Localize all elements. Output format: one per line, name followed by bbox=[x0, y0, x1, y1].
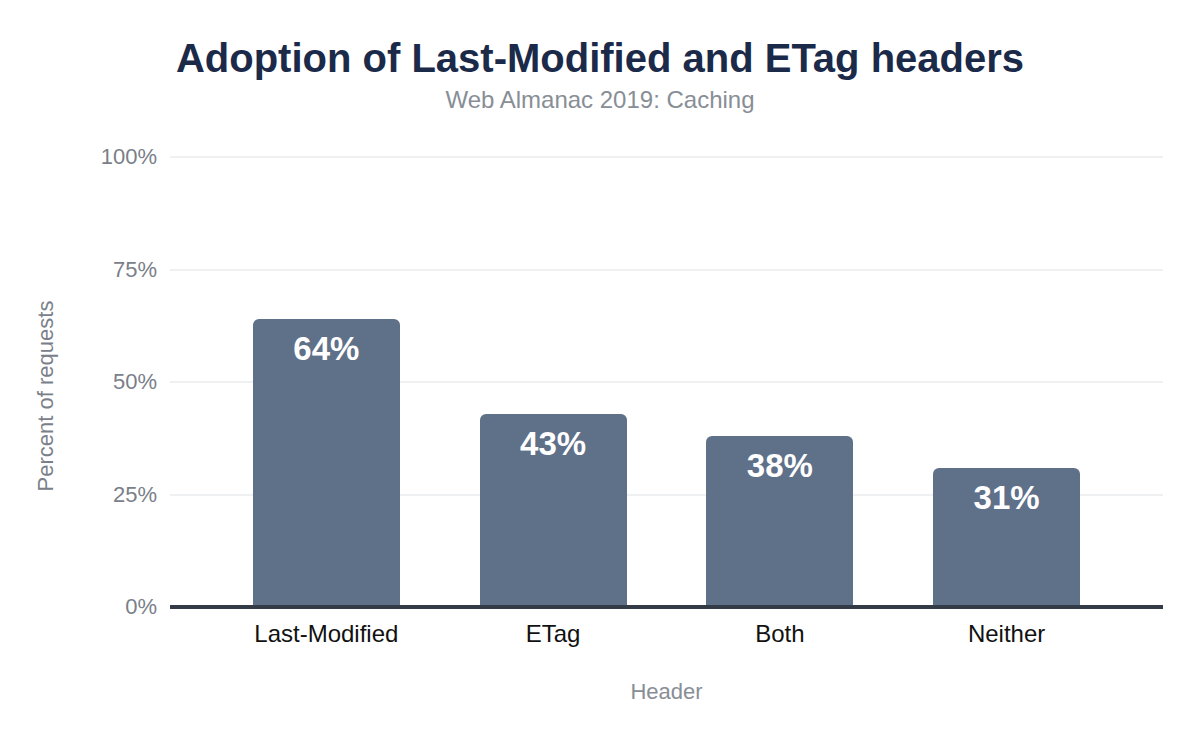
bar-value-label: 38% bbox=[747, 447, 813, 485]
x-category-label: Both bbox=[667, 622, 894, 646]
bar-column: 38% bbox=[667, 157, 894, 607]
bar-value-label: 64% bbox=[293, 330, 359, 368]
bar-neither[interactable]: 31% bbox=[933, 468, 1080, 608]
y-axis-title: Percent of requests bbox=[33, 301, 59, 492]
chart-title: Adoption of Last-Modified and ETag heade… bbox=[0, 34, 1200, 82]
x-axis-categories: Last-ModifiedETagBothNeither bbox=[213, 622, 1120, 646]
bar-value-label: 43% bbox=[520, 425, 586, 463]
bar-column: 31% bbox=[893, 157, 1120, 607]
plot-area: 0%25%50%75%100% 64%43%38%31% Last-Modifi… bbox=[170, 157, 1163, 607]
x-category-label: ETag bbox=[440, 622, 667, 646]
bar-last-modified[interactable]: 64% bbox=[253, 319, 400, 607]
y-tick-label: 50% bbox=[113, 371, 157, 393]
x-category-label: Last-Modified bbox=[213, 622, 440, 646]
y-tick-label: 25% bbox=[113, 484, 157, 506]
y-tick-label: 75% bbox=[113, 259, 157, 281]
bars: 64% 43% 38% 31% bbox=[213, 157, 1120, 607]
figure: Adoption of Last-Modified and ETag heade… bbox=[0, 0, 1200, 742]
y-tick-label: 100% bbox=[101, 146, 157, 168]
bar-column: 64% bbox=[213, 157, 440, 607]
bar-etag[interactable]: 43% bbox=[480, 414, 627, 608]
x-axis-baseline bbox=[170, 605, 1163, 609]
x-axis-title: Header bbox=[170, 681, 1163, 703]
bar-column: 43% bbox=[440, 157, 667, 607]
x-category-label: Neither bbox=[893, 622, 1120, 646]
chart-subtitle: Web Almanac 2019: Caching bbox=[0, 88, 1200, 112]
bar-value-label: 31% bbox=[974, 479, 1040, 517]
y-tick-label: 0% bbox=[125, 596, 157, 618]
bar-both[interactable]: 38% bbox=[706, 436, 853, 607]
